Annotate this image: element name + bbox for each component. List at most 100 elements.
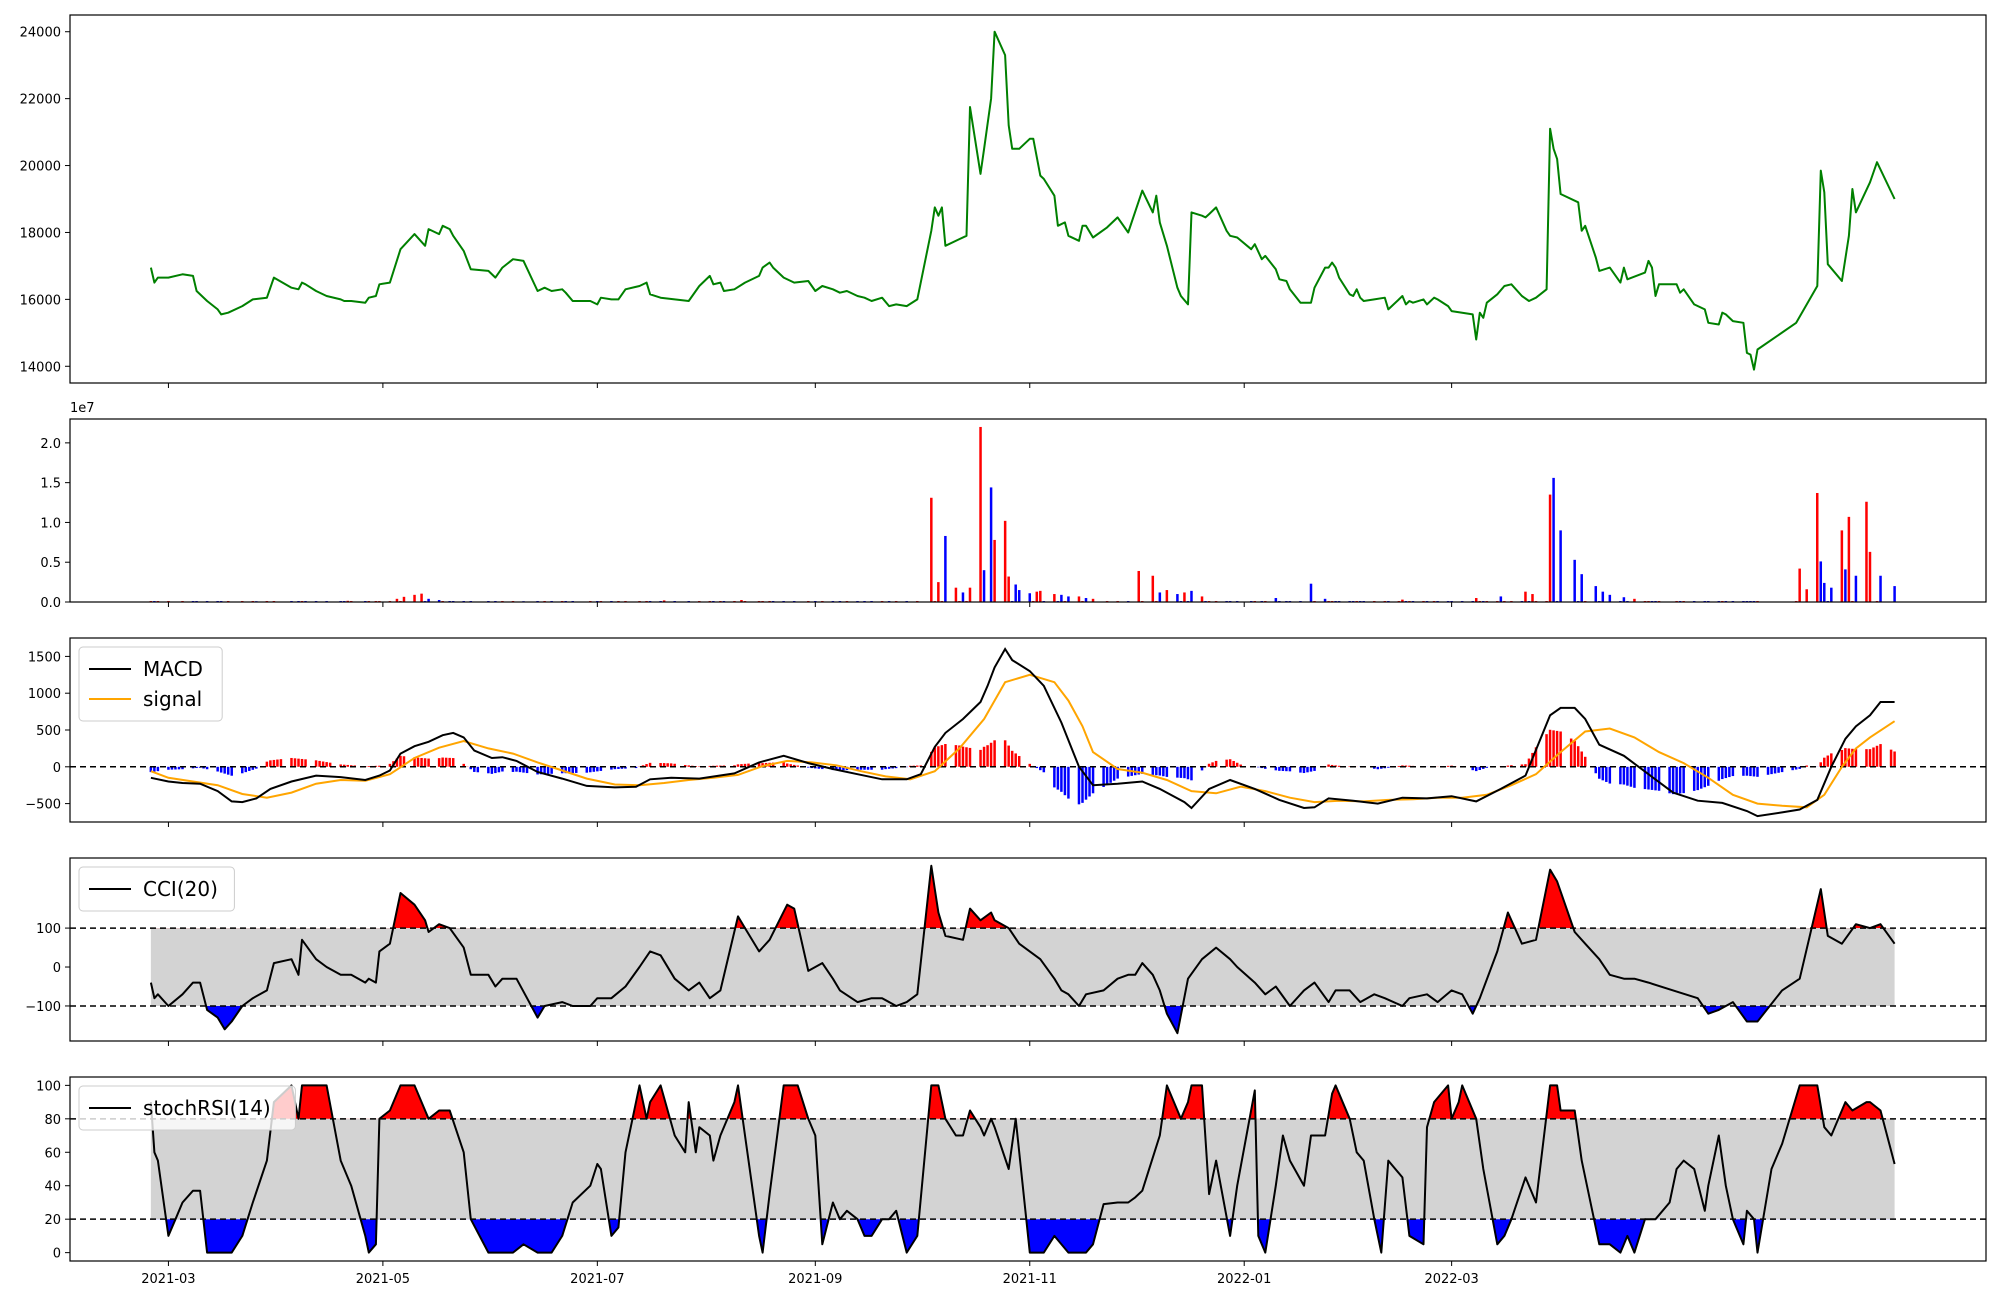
macd-histogram-bar	[230, 767, 233, 776]
volume-bar	[1007, 577, 1010, 602]
macd-histogram-bar	[965, 747, 968, 767]
cci-plot	[70, 866, 1986, 1033]
macd-histogram-bar	[1749, 767, 1752, 776]
macd-histogram-bar	[1085, 767, 1088, 800]
macd-histogram-bar	[1447, 766, 1450, 767]
macd-histogram-bar	[807, 767, 810, 768]
volume-bar	[1816, 493, 1819, 602]
macd-histogram-bar	[1619, 767, 1622, 784]
volume-bar	[962, 592, 965, 602]
macd-histogram-bar	[273, 760, 276, 767]
volume-bar	[1820, 561, 1823, 602]
macd-histogram-bar	[1725, 767, 1728, 778]
macd-plot	[70, 649, 1986, 816]
macd-histogram-bar	[575, 767, 578, 773]
macd-histogram-bar	[227, 767, 230, 775]
x-tick-label: 2021-11	[1003, 1272, 1057, 1287]
macd-histogram-bar	[1232, 761, 1235, 767]
volume-bar	[1549, 495, 1552, 602]
volume-bar	[413, 595, 416, 602]
macd-histogram-bar	[1756, 767, 1759, 777]
macd-histogram-bar	[420, 758, 423, 767]
macd-histogram-bar	[1672, 767, 1675, 794]
volume-ytick-label: 1.0	[40, 516, 61, 531]
macd-histogram-bar	[593, 767, 596, 772]
macd-histogram-bar	[1014, 753, 1017, 766]
volume-bar	[1531, 594, 1534, 602]
volume-bar	[1078, 596, 1081, 602]
macd-ytick-label: −500	[25, 798, 61, 813]
volume-bar	[1623, 597, 1626, 602]
macd-histogram-bar	[304, 759, 307, 766]
macd-ytick-label: 0	[53, 761, 61, 776]
macd-histogram-bar	[315, 760, 318, 766]
volume-bar	[1848, 517, 1851, 602]
volume-bar	[1152, 576, 1155, 602]
x-tick-label: 2021-05	[356, 1272, 410, 1287]
macd-histogram-bar	[1018, 756, 1021, 767]
macd-histogram-bar	[796, 766, 799, 767]
macd-histogram-bar	[1584, 757, 1587, 767]
macd-histogram-bar	[1152, 767, 1155, 775]
macd-histogram-bar	[1890, 750, 1893, 767]
macd-histogram-bar	[1053, 767, 1056, 788]
macd-histogram-bar	[1162, 767, 1165, 776]
volume-ytick-label: 0.5	[40, 556, 61, 571]
macd-histogram-bar	[512, 767, 515, 772]
macd-histogram-bar	[1774, 767, 1777, 774]
stochrsi-legend-label: stochRSI(14)	[143, 1096, 271, 1120]
macd-histogram-bar	[424, 758, 427, 767]
macd-histogram-bar	[916, 766, 919, 767]
macd-histogram-bar	[666, 763, 669, 767]
macd-ytick-label: 1000	[28, 687, 61, 702]
macd-histogram-bar	[1229, 759, 1232, 767]
volume-bar	[1879, 576, 1882, 602]
price-ytick-label: 22000	[20, 93, 61, 108]
macd-histogram-bar	[1176, 767, 1179, 778]
macd-frame	[70, 638, 1986, 822]
macd-histogram-bar	[596, 767, 599, 772]
macd-histogram-bar	[1770, 767, 1773, 774]
volume-bar	[1893, 586, 1896, 602]
volume-ytick-label: 1.5	[40, 477, 61, 492]
volume-bar	[1798, 569, 1801, 602]
volume-bar	[1559, 530, 1562, 602]
macd-histogram-bar	[1823, 758, 1826, 767]
volume-bar	[1552, 478, 1555, 602]
macd-histogram-bar	[1043, 767, 1046, 772]
volume-bar	[944, 536, 947, 602]
macd-histogram-bar	[1827, 756, 1830, 767]
macd-histogram-bar	[1327, 765, 1330, 767]
macd-histogram-bar	[1106, 767, 1109, 785]
macd-histogram-bar	[986, 745, 989, 767]
macd-histogram-bar	[687, 765, 690, 766]
volume-bar	[1805, 589, 1808, 602]
macd-histogram-bar	[1159, 767, 1162, 776]
macd-histogram-bar	[1700, 767, 1703, 789]
macd-histogram-bar	[1067, 767, 1070, 799]
macd-legend-label: signal	[143, 687, 202, 711]
volume-bar	[1036, 592, 1039, 602]
volume-bar	[1014, 584, 1017, 602]
macd-histogram-bar	[1507, 766, 1510, 767]
macd-histogram-bar	[1602, 767, 1605, 781]
macd-histogram-bar	[1580, 751, 1583, 766]
volume-bar	[1176, 594, 1179, 602]
volume-bar	[1844, 569, 1847, 602]
macd-histogram-bar	[589, 767, 592, 772]
macd-ytick-label: 1500	[28, 650, 61, 665]
macd-histogram-bar	[1190, 767, 1193, 781]
volume-bar	[1067, 596, 1070, 602]
stochrsi-plot	[70, 1085, 1986, 1252]
volume-bar	[403, 597, 406, 602]
macd-histogram-bar	[206, 767, 209, 769]
volume-bar	[1865, 502, 1868, 602]
macd-histogram-bar	[1879, 744, 1882, 767]
price-frame	[70, 15, 1986, 383]
macd-histogram-bar	[1633, 767, 1636, 788]
macd-histogram-bar	[1732, 767, 1735, 776]
macd-histogram-bar	[322, 762, 325, 767]
volume-bar	[969, 588, 972, 602]
macd-histogram-bar	[294, 758, 297, 766]
macd-histogram-bar	[1595, 767, 1598, 773]
